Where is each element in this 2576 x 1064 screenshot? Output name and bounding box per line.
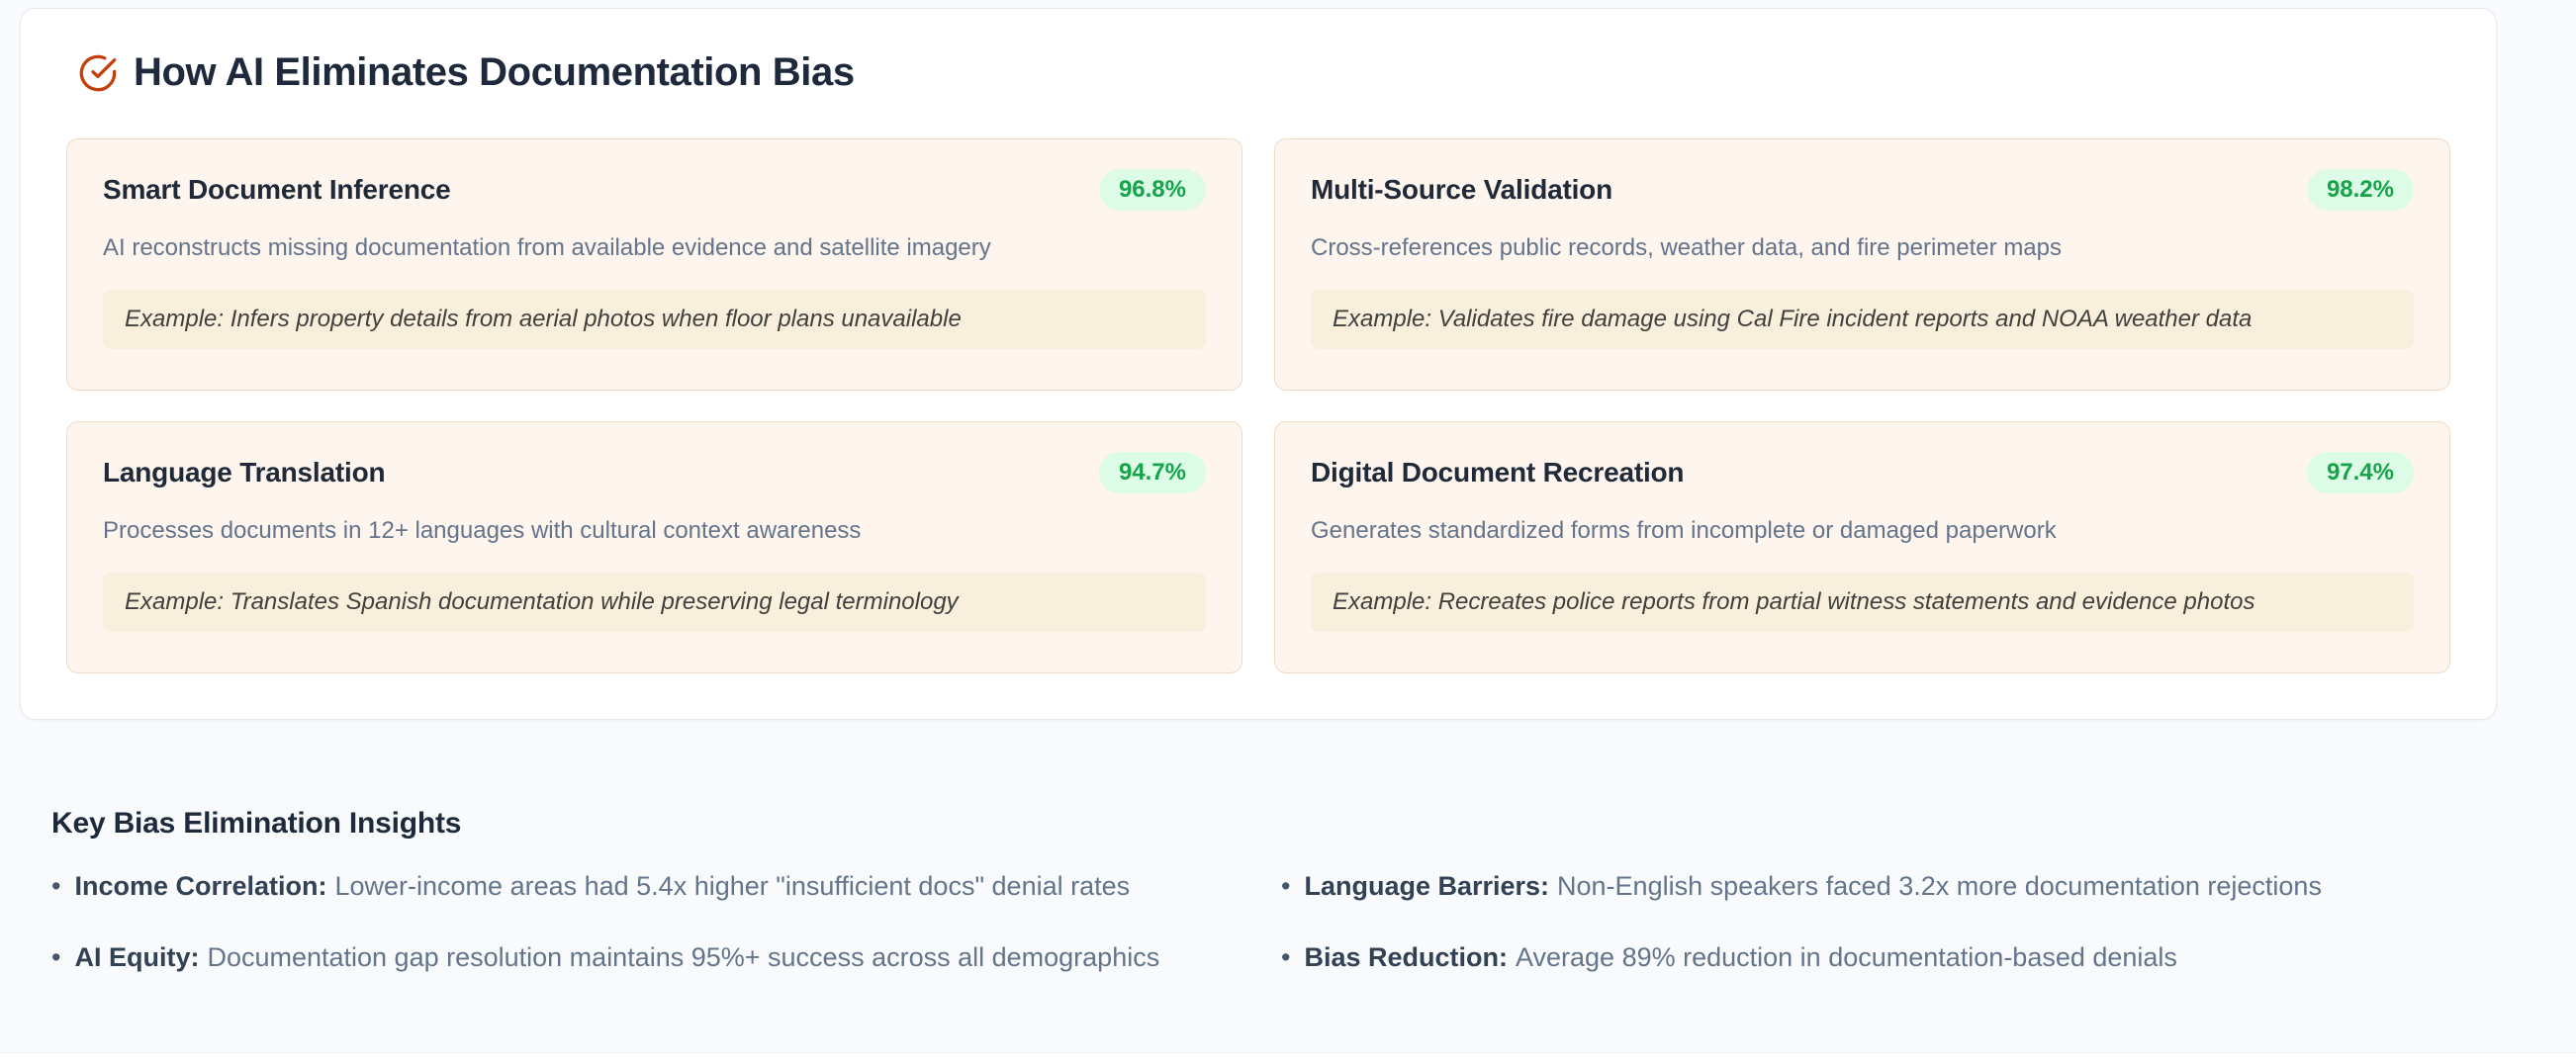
- capability-card-multi-source-validation: Multi-Source Validation 98.2% Cross-refe…: [1274, 138, 2450, 391]
- capability-title: Language Translation: [103, 457, 386, 488]
- insight-item-bias-reduction: • Bias Reduction: Average 89% reduction in…: [1281, 941, 2505, 975]
- insight-label: Bias Reduction:: [1304, 941, 1508, 972]
- insight-text: Lower-income areas had 5.4x higher "insu…: [334, 871, 1131, 901]
- bullet-icon: •: [51, 871, 61, 901]
- capability-card-smart-document-inference: Smart Document Inference 96.8% AI recons…: [66, 138, 1242, 391]
- capability-card-digital-document-recreation: Digital Document Recreation 97.4% Genera…: [1274, 421, 2450, 673]
- capability-card-language-translation: Language Translation 94.7% Processes doc…: [66, 421, 1242, 673]
- capability-description: Generates standardized forms from incomp…: [1311, 517, 2057, 544]
- capability-description: Processes documents in 12+ languages wit…: [103, 517, 862, 544]
- bullet-icon: •: [1281, 871, 1291, 901]
- next-section-edge: [0, 1052, 2576, 1064]
- capability-title: Digital Document Recreation: [1311, 457, 1685, 488]
- panel-title: How AI Eliminates Documentation Bias: [134, 50, 855, 94]
- insight-text: Non-English speakers faced 3.2x more doc…: [1557, 871, 2322, 901]
- panel-header: How AI Eliminates Documentation Bias: [78, 50, 2450, 95]
- documentation-bias-panel: How AI Eliminates Documentation Bias Sma…: [20, 8, 2497, 720]
- capability-card-header: Smart Document Inference 96.8%: [103, 169, 1206, 211]
- insights-heading: Key Bias Elimination Insights: [51, 807, 462, 840]
- insights-section: Key Bias Elimination Insights • Income Co…: [51, 807, 2505, 975]
- insights-grid: • Income Correlation: Lower-income areas h…: [51, 870, 2505, 975]
- accuracy-badge: 98.2%: [2306, 169, 2414, 211]
- capability-example: Example: Translates Spanish documentatio…: [103, 573, 1206, 632]
- accuracy-badge: 96.8%: [1098, 169, 1206, 211]
- capability-title: Smart Document Inference: [103, 174, 451, 205]
- insight-label: AI Equity:: [74, 941, 200, 972]
- capability-description: Cross-references public records, weather…: [1311, 234, 2062, 261]
- capability-cards-grid: Smart Document Inference 96.8% AI recons…: [66, 138, 2450, 673]
- insight-text: Documentation gap resolution maintains 9…: [207, 941, 1160, 972]
- accuracy-badge: 97.4%: [2306, 452, 2414, 493]
- insight-label: Income Correlation:: [74, 871, 327, 901]
- bullet-icon: •: [51, 941, 61, 972]
- capability-example: Example: Validates fire damage using Cal…: [1311, 290, 2414, 349]
- capability-card-header: Multi-Source Validation 98.2%: [1311, 169, 2414, 211]
- insight-label: Language Barriers:: [1304, 871, 1550, 901]
- accuracy-badge: 94.7%: [1098, 452, 1206, 493]
- capability-card-header: Language Translation 94.7%: [103, 452, 1206, 493]
- capability-example: Example: Recreates police reports from p…: [1311, 573, 2414, 632]
- insight-item-language-barriers: • Language Barriers: Non-English speakers …: [1281, 870, 2505, 904]
- insight-item-income-correlation: • Income Correlation: Lower-income areas h…: [51, 870, 1281, 904]
- bullet-icon: •: [1281, 941, 1291, 972]
- capability-example: Example: Infers property details from ae…: [103, 290, 1206, 349]
- check-circle-icon: [78, 53, 118, 93]
- capability-description: AI reconstructs missing documentation fr…: [103, 234, 991, 261]
- capability-card-header: Digital Document Recreation 97.4%: [1311, 452, 2414, 493]
- insight-item-ai-equity: • AI Equity: Documentation gap resolution …: [51, 941, 1281, 975]
- insight-text: Average 89% reduction in documentation-b…: [1515, 941, 2177, 972]
- capability-title: Multi-Source Validation: [1311, 174, 1612, 205]
